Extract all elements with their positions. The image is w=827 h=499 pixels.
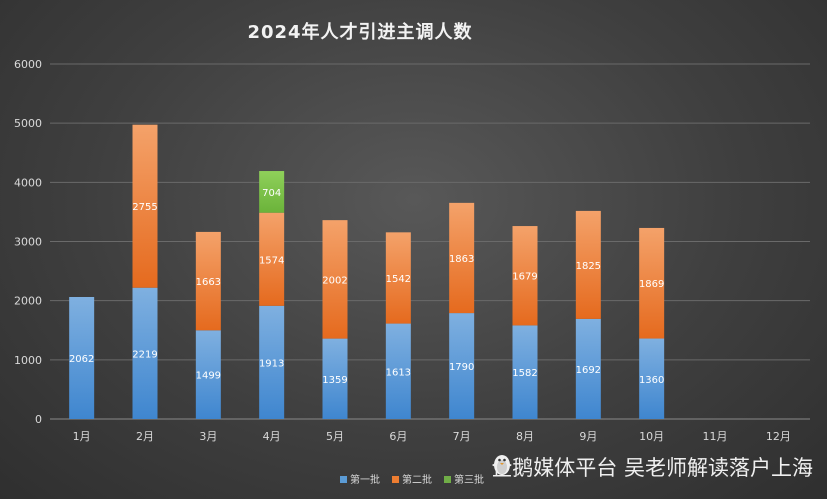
- x-tick-label: 6月: [389, 430, 407, 443]
- y-tick-label: 6000: [14, 58, 42, 71]
- data-label: 1574: [259, 255, 284, 266]
- data-label: 1542: [386, 274, 411, 285]
- legend-swatch: [340, 476, 347, 483]
- data-label: 1582: [512, 368, 537, 379]
- data-label: 1499: [196, 371, 221, 382]
- y-tick-label: 0: [35, 413, 42, 426]
- bar-segment: [639, 227, 665, 339]
- data-label: 2219: [132, 349, 157, 360]
- data-label: 2002: [322, 275, 347, 286]
- legend-label: 第一批: [350, 473, 380, 486]
- bar-segment: [385, 232, 411, 324]
- legend-label: 第三批: [454, 473, 484, 486]
- data-label: 1679: [512, 272, 537, 283]
- data-label: 1663: [196, 277, 221, 288]
- x-tick-label: 5月: [326, 430, 344, 443]
- bar-segment: [449, 202, 475, 314]
- data-label: 1825: [576, 261, 601, 272]
- data-label: 1790: [449, 362, 474, 373]
- legend-swatch: [392, 476, 399, 483]
- data-label: 1869: [639, 279, 664, 290]
- watermark-text: 企鹅媒体平台 吴老师解读落户上海: [491, 456, 813, 480]
- bar-segment: [259, 212, 285, 306]
- x-tick-label: 2月: [136, 430, 154, 443]
- bar-segment: [322, 220, 348, 339]
- bar-segment: [259, 171, 285, 213]
- bar-segment: [512, 226, 538, 326]
- bar-segment: [259, 305, 285, 419]
- bar-segment: [449, 313, 475, 419]
- x-tick-label: 11月: [703, 430, 728, 443]
- data-label: 1360: [639, 375, 664, 386]
- bar-segment: [575, 318, 601, 419]
- y-tick-label: 1000: [14, 354, 42, 367]
- penguin-icon: [494, 455, 511, 475]
- bar-segment: [385, 323, 411, 419]
- x-tick-label: 12月: [766, 430, 791, 443]
- bar-segment: [132, 287, 158, 419]
- x-tick-label: 9月: [579, 430, 597, 443]
- legend-label: 第二批: [402, 473, 432, 486]
- data-label: 1692: [576, 365, 601, 376]
- watermark: 企鹅媒体平台 吴老师解读落户上海: [491, 452, 813, 482]
- y-tick-label: 3000: [14, 236, 42, 249]
- x-tick-label: 4月: [263, 430, 281, 443]
- bar-segment: [512, 325, 538, 419]
- bar-segment: [69, 296, 95, 419]
- bar-segment: [639, 338, 665, 419]
- x-tick-label: 10月: [639, 430, 664, 443]
- legend-swatch: [444, 476, 451, 483]
- data-label: 2062: [69, 354, 94, 365]
- bar-segment: [322, 338, 348, 419]
- chart-title: 2024年人才引进主调人数: [247, 22, 473, 43]
- data-label: 1359: [322, 375, 347, 386]
- data-label: 1613: [386, 367, 411, 378]
- data-label: 2755: [132, 202, 157, 213]
- data-label: 1913: [259, 358, 284, 369]
- bar-segment: [132, 124, 158, 288]
- data-label: 1863: [449, 254, 474, 265]
- data-label: 704: [262, 188, 281, 199]
- y-tick-label: 5000: [14, 117, 42, 130]
- bar-segment: [195, 231, 221, 331]
- bar-segment: [575, 210, 601, 319]
- x-tick-label: 8月: [516, 430, 534, 443]
- bar-segment: [195, 330, 221, 419]
- y-tick-label: 4000: [14, 176, 42, 189]
- x-tick-label: 7月: [453, 430, 471, 443]
- x-tick-label: 1月: [73, 430, 91, 443]
- x-tick-label: 3月: [199, 430, 217, 443]
- y-tick-label: 2000: [14, 295, 42, 308]
